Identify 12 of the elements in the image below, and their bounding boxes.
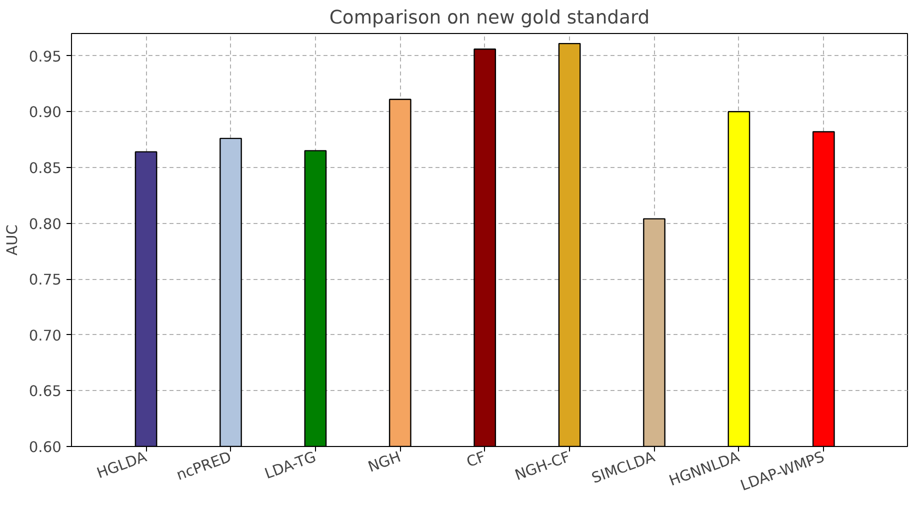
y-tick-label: 0.85: [28, 160, 62, 177]
y-tick-label: 0.80: [28, 216, 62, 233]
y-tick-label: 0.75: [28, 272, 62, 289]
y-tick-label: 0.60: [28, 439, 62, 456]
y-axis-title: AUC: [4, 224, 21, 256]
y-tick-label: 0.90: [28, 104, 62, 122]
y-tick-label: 0.70: [28, 327, 62, 344]
y-tick-label: 0.95: [28, 48, 62, 66]
x-tick-label: CF: [464, 448, 488, 471]
chart-title: Comparison on new gold standard: [329, 8, 650, 28]
y-tick-label: 0.65: [28, 383, 62, 400]
x-tick-label: NGH: [366, 448, 404, 476]
